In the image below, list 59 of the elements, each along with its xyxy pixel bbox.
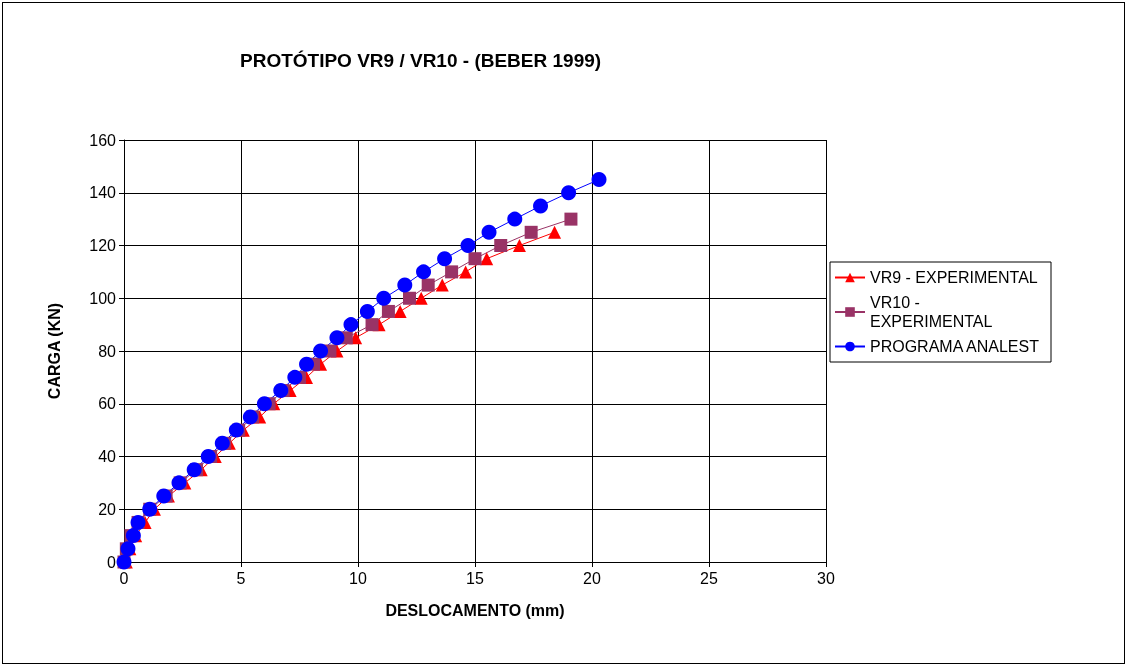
point [524,225,538,239]
point [402,291,416,305]
x-tick-label: 15 [466,569,484,587]
point [561,185,577,201]
point [533,198,549,214]
x-tick-label: 0 [119,569,129,587]
point [329,330,345,346]
point [359,303,375,319]
point [591,172,607,188]
chart-title: PROTÓTIPO VR9 / VR10 - (BEBER 1999) [240,50,602,71]
point [494,239,508,252]
x-tick-label: 5 [236,569,246,587]
y-tick-label: 40 [98,448,117,465]
point [393,304,407,318]
x-tick-label: 10 [349,569,367,587]
point [299,356,315,372]
point [256,396,272,412]
y-tick-label: 100 [89,289,117,307]
point [228,422,244,438]
point [512,239,526,252]
point [421,278,435,292]
point [214,435,230,451]
x-tick-label: 30 [817,569,835,587]
point [343,317,359,333]
legend-label: VR9 - EXPERIMENTAL [870,269,1038,286]
point [200,449,216,464]
point [435,278,449,292]
point [414,291,428,305]
point [548,225,562,239]
x-axis-title: DESLOCAMENTO (mm) [385,601,565,619]
point [242,409,258,425]
y-tick-label: 60 [98,395,117,413]
y-tick-label: 120 [89,237,117,254]
point [376,290,392,306]
point [186,462,202,478]
point [460,238,476,253]
x-tick-label: 25 [700,569,718,587]
point [468,252,482,266]
point [287,369,303,385]
point [459,265,473,279]
point [365,318,379,332]
x-tick-label: 20 [583,569,601,587]
point [445,265,459,279]
point [564,212,578,226]
y-axis-title: CARGA (KN) [45,302,63,400]
y-tick-label: 140 [89,184,117,202]
point [397,277,413,293]
point [437,251,453,267]
point [381,304,395,318]
legend-label: PROGRAMA ANALEST [870,338,1040,355]
y-tick-label: 20 [98,500,117,518]
y-tick-label: 160 [89,131,117,149]
point [481,224,497,240]
point [416,264,432,280]
y-tick-label: 0 [107,553,117,571]
y-tick-label: 80 [98,342,117,360]
point [313,343,329,359]
legend-label: VR10 - EXPERIMENTAL [870,294,993,330]
point [507,211,523,227]
